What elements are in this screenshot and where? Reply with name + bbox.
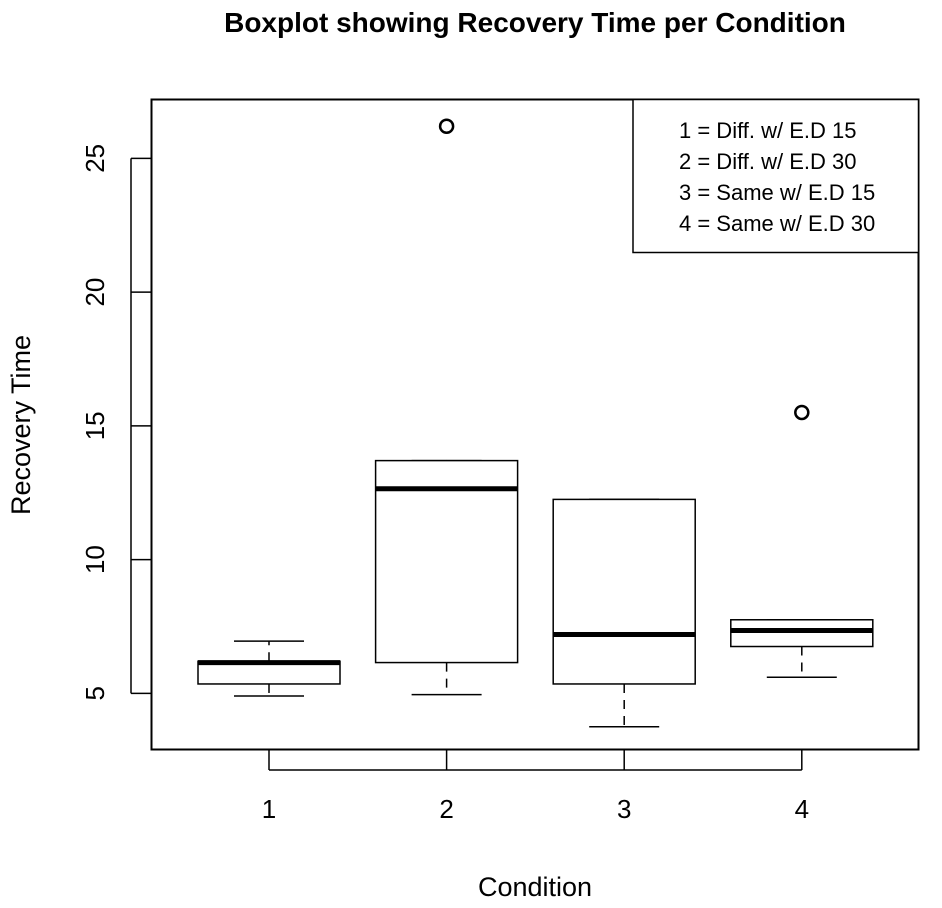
box-iqr xyxy=(552,498,696,685)
y-tick-label: 15 xyxy=(80,411,110,440)
x-axis-title: Condition xyxy=(478,872,592,902)
boxes xyxy=(197,118,874,728)
legend-entry: 2 = Diff. w/ E.D 30 xyxy=(679,149,857,174)
box-iqr xyxy=(374,459,519,664)
box-group-1 xyxy=(197,640,341,697)
legend-box xyxy=(632,98,920,254)
y-tick-label: 20 xyxy=(80,278,110,307)
box-iqr xyxy=(730,619,874,648)
y-tick-label: 5 xyxy=(80,686,110,700)
y-axis-title: Recovery Time xyxy=(6,335,36,515)
x-tick-label: 1 xyxy=(262,794,276,824)
legend-entry: 3 = Same w/ E.D 15 xyxy=(679,180,875,205)
box-group-2 xyxy=(374,118,519,696)
y-axis: 5 10 15 20 25 xyxy=(80,144,152,701)
box-group-3 xyxy=(552,498,696,728)
legend: 1 = Diff. w/ E.D 15 2 = Diff. w/ E.D 30 3 … xyxy=(632,98,920,254)
outlier-point xyxy=(438,118,455,134)
x-axis: 1 2 3 4 xyxy=(262,749,809,824)
x-tick-label: 3 xyxy=(617,794,631,824)
outlier-point xyxy=(794,404,810,421)
y-tick-label: 25 xyxy=(80,144,110,173)
legend-entry: 1 = Diff. w/ E.D 15 xyxy=(679,118,857,143)
x-tick-label: 2 xyxy=(439,794,453,824)
box-group-4 xyxy=(730,404,874,679)
legend-entry: 4 = Same w/ E.D 30 xyxy=(679,211,875,236)
plot-frame xyxy=(150,98,920,751)
x-tick-label: 4 xyxy=(795,794,809,824)
y-tick-label: 10 xyxy=(80,545,110,574)
chart-title: Boxplot showing Recovery Time per Condit… xyxy=(224,7,846,38)
